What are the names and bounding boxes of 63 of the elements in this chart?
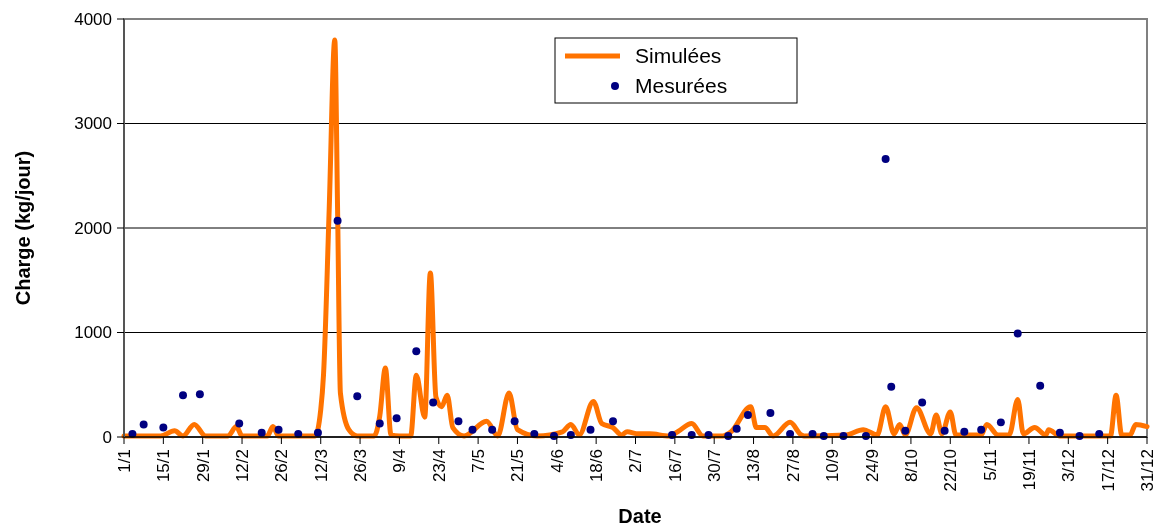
x-tick-label: 9/4 <box>390 449 410 473</box>
point <box>429 398 438 407</box>
x-tick-label: 21/5 <box>508 449 528 483</box>
y-tick-label: 4000 <box>74 9 112 29</box>
x-tick-label: 30/7 <box>705 449 725 483</box>
x-tick-label: 10/9 <box>823 449 843 483</box>
point <box>412 347 421 356</box>
x-tick-label: 23/4 <box>429 449 449 483</box>
x-tick-label: 15/1 <box>154 449 174 483</box>
point <box>996 418 1005 427</box>
x-tick-label: 26/3 <box>351 449 371 483</box>
x-tick-label: 3/12 <box>1059 449 1079 483</box>
x-axis-title: Date <box>618 505 662 525</box>
y-tick-label: 0 <box>102 427 112 447</box>
x-tick-label: 27/8 <box>783 449 803 483</box>
x-tick-label: 7/5 <box>469 449 489 473</box>
point <box>1055 428 1064 437</box>
x-tick-label: 24/9 <box>862 449 882 483</box>
point <box>353 392 362 401</box>
point <box>918 398 927 407</box>
point <box>375 419 384 428</box>
point <box>960 427 969 436</box>
legend-label: Mesurées <box>635 74 728 98</box>
point <box>1036 381 1045 390</box>
y-tick-label: 3000 <box>74 114 112 134</box>
x-tick-label: 12/2 <box>232 449 252 483</box>
x-tick-label: 5/11 <box>980 449 1000 481</box>
x-tick-label: 13/8 <box>744 449 764 483</box>
y-tick-label: 2000 <box>74 218 112 238</box>
x-tick-label: 19/11 <box>1019 449 1039 491</box>
x-tick-label: 4/6 <box>547 449 567 473</box>
x-tick-label: 22/10 <box>941 449 961 492</box>
point <box>586 425 595 434</box>
x-tick-label: 8/10 <box>901 449 921 483</box>
point <box>454 417 463 426</box>
x-tick-label: 17/12 <box>1098 449 1118 492</box>
x-tick-label: 29/1 <box>193 449 213 483</box>
legend-label: Simulées <box>635 44 722 68</box>
x-tick-label: 26/2 <box>272 449 292 483</box>
point <box>468 425 477 434</box>
point <box>1013 329 1022 338</box>
point <box>333 216 342 225</box>
point <box>313 428 322 437</box>
point <box>766 408 775 417</box>
x-tick-label: 1/1 <box>114 449 134 473</box>
y-axis-title: Charge (kg/jour) <box>12 150 34 306</box>
point <box>488 425 497 434</box>
x-tick-label: 18/6 <box>587 449 607 483</box>
y-tick-label: 1000 <box>74 323 112 343</box>
x-tick-label: 16/7 <box>665 449 685 483</box>
point <box>732 424 741 433</box>
x-tick-label: 2/7 <box>626 449 646 473</box>
x-tick-label: 31/12 <box>1137 449 1157 492</box>
point <box>887 382 896 391</box>
point <box>881 155 890 164</box>
point <box>940 426 949 435</box>
x-tick-label: 12/3 <box>311 449 331 483</box>
point <box>977 425 986 434</box>
point <box>743 411 752 420</box>
point <box>901 426 910 435</box>
point <box>392 414 401 423</box>
point <box>510 417 519 426</box>
point <box>609 417 618 426</box>
